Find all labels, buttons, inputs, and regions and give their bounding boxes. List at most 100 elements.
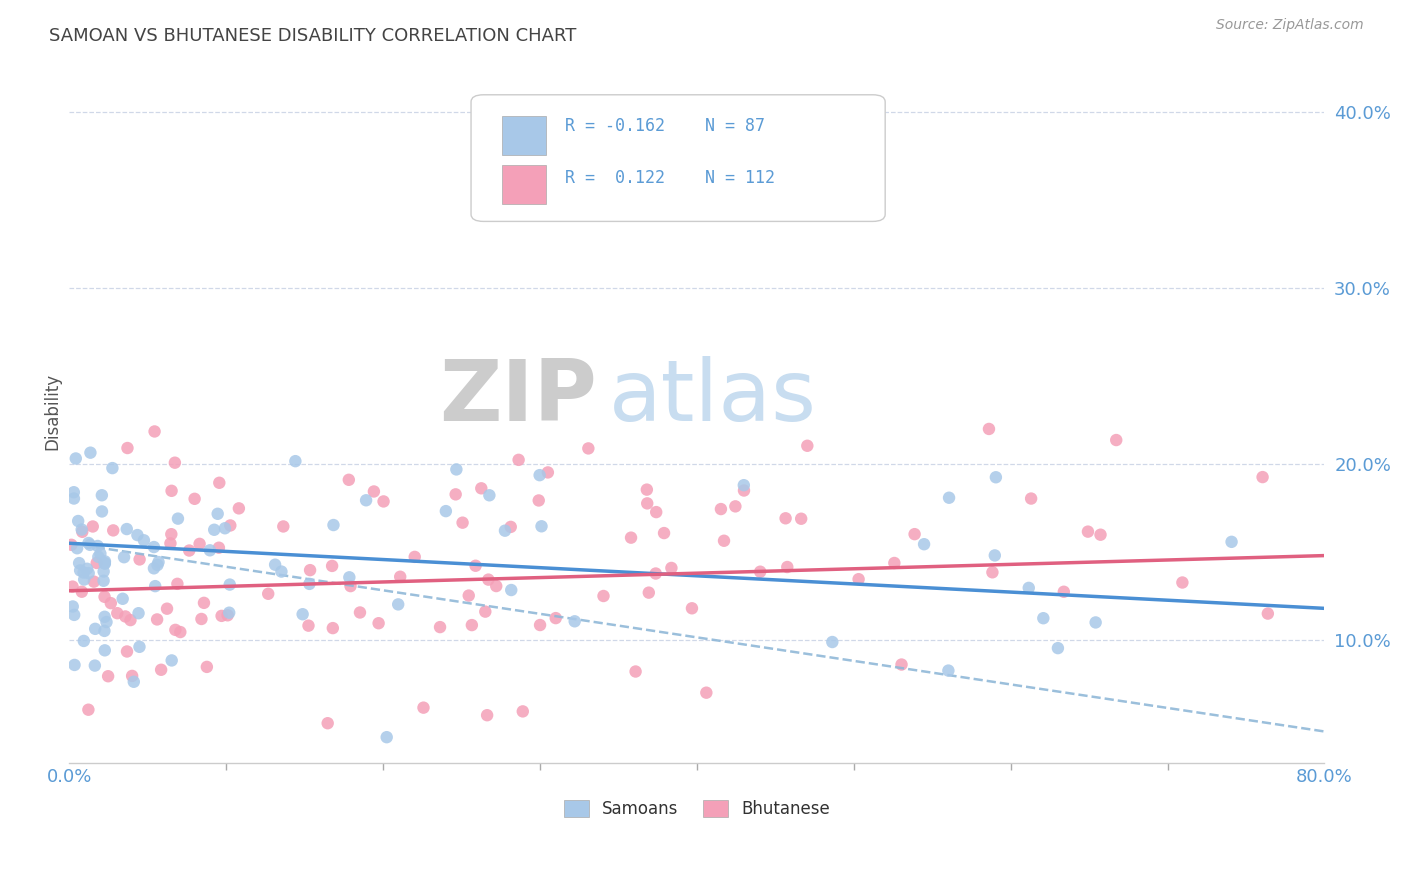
Point (297, 618, 319, 632)
Point (60, 538, 83, 552)
Point (387, 598, 409, 612)
Point (94, 556, 117, 570)
Point (114, 609, 136, 624)
Point (77, 703, 100, 717)
Point (1084, 615, 1107, 630)
Point (142, 540, 165, 554)
Point (217, 608, 239, 623)
Point (1032, 611, 1054, 625)
Point (903, 527, 925, 541)
Point (120, 613, 142, 627)
Point (79, 445, 101, 459)
Point (457, 589, 479, 603)
Point (389, 570, 412, 584)
Point (93, 624, 115, 638)
Point (111, 591, 134, 606)
Point (84, 622, 107, 636)
Point (530, 519, 553, 533)
Point (1257, 607, 1279, 621)
Point (128, 606, 150, 620)
Point (96, 615, 118, 629)
Text: Source: ZipAtlas.com: Source: ZipAtlas.com (1216, 18, 1364, 32)
Point (796, 439, 818, 453)
Bar (502, 116, 547, 154)
Point (214, 521, 236, 535)
Point (475, 708, 498, 723)
Point (710, 502, 733, 516)
Point (143, 579, 166, 593)
Point (1220, 534, 1243, 549)
Point (637, 585, 659, 599)
Point (93, 565, 115, 579)
Point (821, 635, 844, 649)
Point (322, 621, 344, 635)
Point (93, 574, 115, 588)
Point (70, 523, 93, 537)
Point (160, 653, 183, 667)
Point (87, 549, 110, 564)
Point (451, 516, 474, 530)
Point (501, 582, 523, 597)
Point (76, 562, 98, 576)
Point (564, 615, 586, 629)
Point (207, 507, 229, 521)
Point (146, 612, 169, 626)
Point (122, 674, 145, 689)
Point (977, 422, 1000, 436)
Point (115, 644, 138, 658)
Point (62, 580, 84, 594)
Point (485, 579, 508, 593)
Point (464, 558, 486, 573)
Point (188, 537, 211, 551)
Point (474, 605, 496, 619)
Point (89, 547, 111, 561)
Point (121, 669, 143, 683)
Point (1053, 584, 1076, 599)
Point (70, 584, 93, 599)
Point (1251, 470, 1274, 484)
Point (163, 456, 186, 470)
Point (148, 555, 170, 569)
Point (63, 657, 86, 672)
Point (776, 560, 799, 574)
Point (143, 425, 166, 439)
FancyBboxPatch shape (471, 95, 886, 221)
Point (73, 573, 96, 587)
Point (101, 461, 124, 475)
Point (298, 577, 321, 591)
Point (299, 563, 322, 577)
Point (912, 537, 935, 551)
Point (79, 538, 101, 552)
Point (337, 473, 360, 487)
Point (1105, 433, 1128, 447)
Point (544, 611, 567, 625)
Point (91, 504, 114, 518)
Point (375, 730, 398, 744)
Point (77, 566, 100, 581)
Point (86, 539, 108, 553)
Point (90, 488, 112, 502)
Point (695, 686, 717, 700)
Point (592, 589, 614, 603)
Point (132, 533, 155, 548)
Point (257, 587, 280, 601)
Point (103, 524, 125, 538)
Point (354, 493, 377, 508)
Point (1171, 575, 1194, 590)
Point (190, 612, 212, 626)
Text: SAMOAN VS BHUTANESE DISABILITY CORRELATION CHART: SAMOAN VS BHUTANESE DISABILITY CORRELATI… (49, 27, 576, 45)
Point (208, 541, 231, 555)
Point (83, 658, 105, 673)
Point (412, 700, 434, 714)
Point (434, 504, 457, 518)
Point (159, 536, 181, 550)
Point (284, 454, 307, 468)
Point (62, 599, 84, 614)
Point (652, 526, 675, 541)
Point (169, 625, 191, 640)
Point (67, 556, 90, 570)
Point (115, 522, 138, 536)
Point (848, 572, 870, 586)
Point (77, 536, 100, 550)
Point (661, 561, 683, 575)
